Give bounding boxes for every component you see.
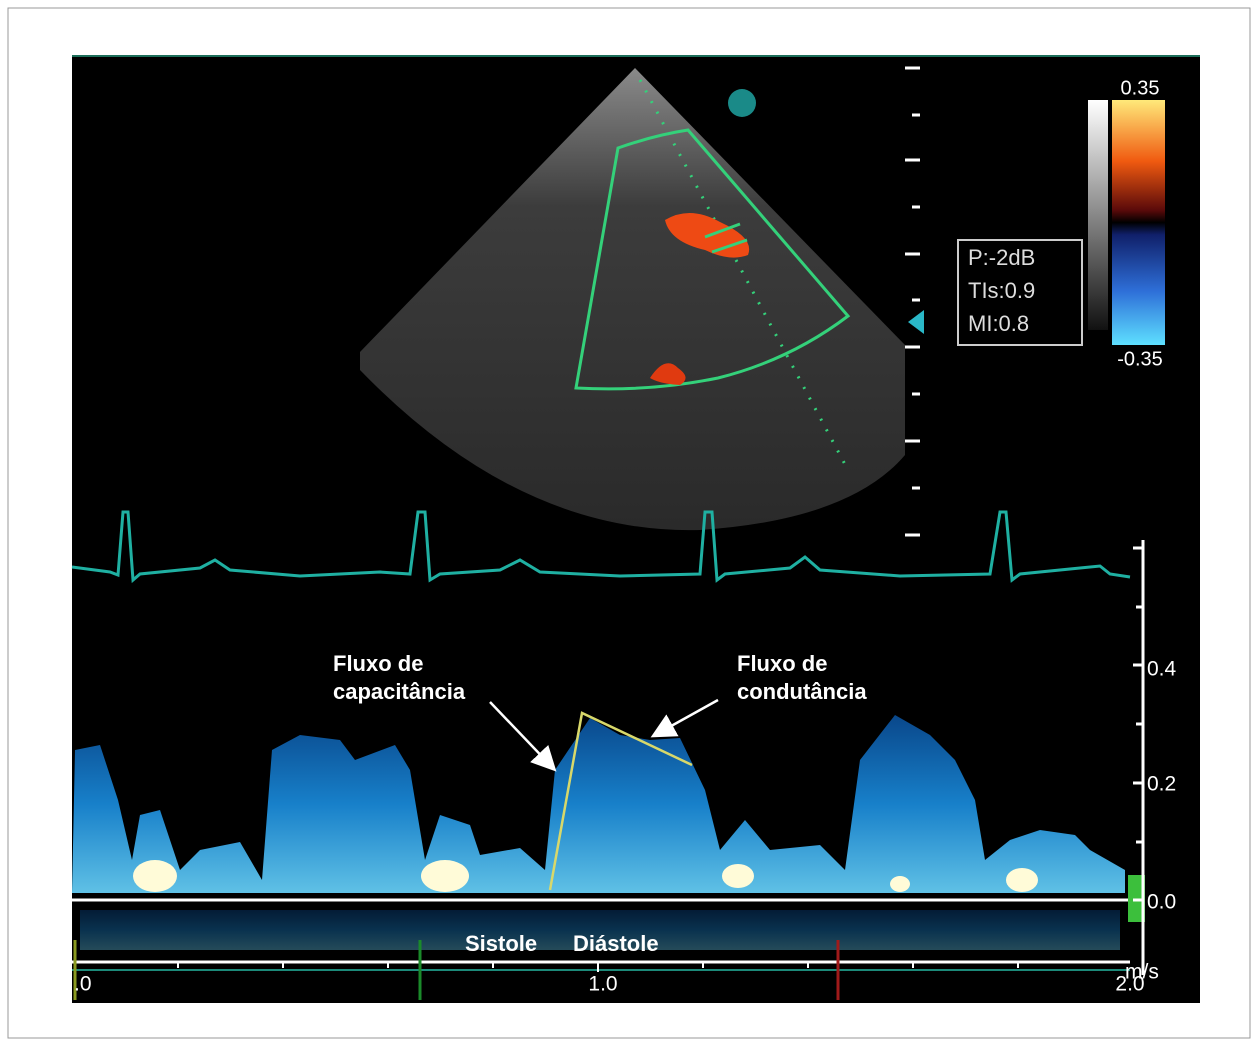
time-label: 1.0 [588, 973, 617, 996]
figure: 0.35 -0.35 P:-2dB TIs:0.9 MI:0.8 0.4 0.2… [0, 0, 1258, 1045]
param: TIs:0.9 [968, 278, 1035, 303]
param: MI:0.8 [968, 311, 1029, 336]
annotation: Fluxo de [737, 651, 827, 676]
velocity-label: 0.2 [1147, 773, 1176, 796]
annotation: capacitância [333, 679, 466, 704]
phase-label: Sistole [465, 931, 537, 956]
indicator-dot [728, 89, 756, 117]
color-bar [1112, 100, 1165, 345]
velocity-label: 0.0 [1147, 891, 1176, 914]
phase-label: Diástole [573, 931, 659, 956]
gray-bar [1088, 100, 1108, 330]
annotation: Fluxo de [333, 651, 423, 676]
scale-min: -0.35 [1117, 348, 1163, 370]
time-label: .0 [74, 973, 92, 996]
unit-label: m/s [1125, 961, 1159, 984]
scale-max: 0.35 [1121, 77, 1160, 99]
annotation: condutância [737, 679, 867, 704]
param: P:-2dB [968, 245, 1035, 270]
velocity-label: 0.4 [1147, 658, 1177, 681]
